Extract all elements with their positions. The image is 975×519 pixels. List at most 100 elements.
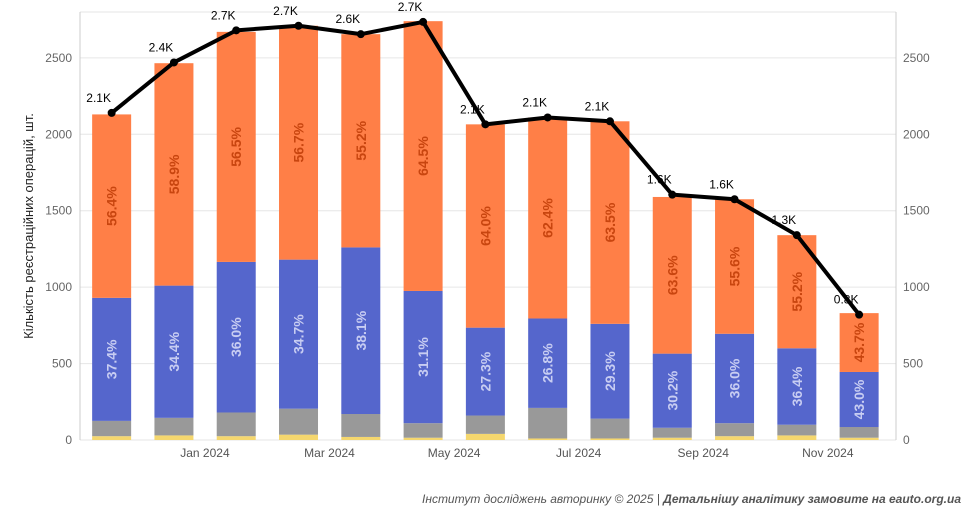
total-line-label: 2.7K	[211, 8, 236, 22]
y-tick-label-left: 0	[65, 433, 72, 447]
x-tick-label: Jul 2024	[556, 446, 602, 460]
bar-segment-gray	[341, 414, 381, 437]
bar-segment-gold	[154, 435, 194, 440]
bars	[92, 21, 879, 440]
bar-segment-gray	[279, 408, 319, 435]
total-line-label: 1.6K	[647, 173, 672, 187]
bar-segment-gold	[590, 438, 630, 440]
x-tick-label: Nov 2024	[802, 446, 854, 460]
y-tick-label-right: 1500	[903, 204, 930, 218]
bar-segment-orange	[341, 34, 381, 248]
blue-segment-label: 34.4%	[166, 331, 182, 371]
total-line-marker	[543, 113, 552, 122]
total-line-label: 2.7K	[273, 4, 298, 18]
orange-segment-label: 64.0%	[477, 206, 493, 246]
total-line-label: 2.4K	[149, 40, 174, 54]
bar-segment-gray	[652, 427, 692, 438]
y-tick-label-right: 2000	[903, 127, 930, 141]
orange-segment-label: 63.5%	[602, 202, 618, 242]
bar-segment-gray	[777, 424, 817, 436]
total-line-label: 2.1K	[585, 99, 610, 113]
bar-segment-gray	[715, 423, 755, 437]
blue-segment-label: 31.1%	[415, 337, 431, 377]
bar-segment-gray	[839, 427, 879, 438]
bar-segment-gold	[403, 437, 443, 440]
y-axis-right-ticks: 0 500 1000 1500 2000 2500	[903, 51, 930, 447]
y-tick-label-left: 2000	[45, 127, 72, 141]
total-line-marker	[605, 117, 614, 126]
bar-segment-orange	[279, 25, 319, 260]
total-line: 2.1K 2.4K 2.7K 2.7K 2.6K 2.7K 2.1K 2.1K 2.1K 1.6K…	[86, 0, 864, 319]
orange-segment-label: 64.5%	[415, 136, 431, 176]
y-tick-label-right: 1000	[903, 280, 930, 294]
total-line-label: 0.8K	[834, 293, 859, 307]
bar-segment-orange	[590, 121, 630, 324]
blue-segment-label: 34.7%	[291, 314, 307, 354]
bar-segment-gray	[403, 423, 443, 438]
total-line-label: 2.6K	[335, 12, 360, 26]
footer-credit: Інститут досліджень авторинку © 2025 |	[422, 492, 664, 506]
bar-segment-orange	[154, 63, 194, 286]
orange-segment-label: 55.2%	[353, 120, 369, 160]
blue-segment-label: 26.8%	[540, 343, 556, 383]
total-line-label: 1.3K	[771, 213, 796, 227]
bar-segment-gold	[652, 437, 692, 440]
bar-segment-gray	[154, 417, 194, 436]
bar-segment-gold	[715, 436, 755, 440]
total-line-label: 1.6K	[709, 177, 734, 191]
blue-segment-label: 36.0%	[727, 358, 743, 398]
x-axis-ticks: Jan 2024 Mar 2024 May 2024 Jul 2024 Sep 2024…	[180, 446, 854, 460]
total-line-marker	[294, 21, 303, 30]
total-line-marker	[107, 108, 116, 117]
bar-segment-gray	[465, 415, 505, 434]
bar-segment-blue	[590, 323, 630, 419]
bar-segment-orange	[652, 196, 692, 354]
y-tick-label-left: 1500	[45, 204, 72, 218]
total-line-marker	[232, 26, 241, 35]
bar-segment-gold	[216, 436, 256, 440]
total-line-marker	[356, 30, 365, 39]
y-axis-label: Кількість реєстраційних операцій, шт.	[21, 113, 36, 339]
blue-segment-label: 43.0%	[851, 379, 867, 419]
blue-segment-label: 27.3%	[477, 351, 493, 391]
bar-segment-orange	[839, 313, 879, 372]
total-line-marker	[169, 58, 178, 67]
orange-segment-label: 56.7%	[291, 122, 307, 162]
bar-segment-blue	[777, 348, 817, 425]
total-line-marker	[855, 310, 864, 319]
bar-segment-gold	[279, 434, 319, 440]
x-tick-label: May 2024	[428, 446, 481, 460]
segment-labels: 37.4% 56.4% 34.4% 58.9% 36.0% 56.5% 34.7% 56.7%…	[104, 120, 867, 419]
bar-segment-orange	[216, 31, 256, 262]
total-line-marker	[668, 190, 677, 199]
bar-segment-gray	[528, 407, 568, 439]
bar-segment-blue	[528, 318, 568, 408]
bar-segment-blue	[465, 327, 505, 416]
orange-segment-label: 43.7%	[851, 322, 867, 362]
bar-segment-gray	[590, 418, 630, 439]
bar-segment-blue	[154, 285, 194, 418]
bar-segment-gray	[216, 412, 256, 437]
total-line-marker	[481, 120, 490, 129]
bar-segment-gold	[341, 436, 381, 440]
bar-segment-orange	[403, 21, 443, 291]
total-line-marker	[419, 17, 428, 26]
y-tick-label-left: 500	[52, 357, 72, 371]
bar-segment-blue	[92, 297, 132, 421]
orange-segment-label: 58.9%	[166, 154, 182, 194]
footer-cta: Детальнішу аналітику замовите на eauto.o…	[663, 492, 961, 506]
total-line-label: 2.1K	[86, 91, 111, 105]
total-line-label: 2.7K	[398, 0, 423, 14]
bar-segment-gray	[92, 420, 132, 437]
orange-segment-label: 56.5%	[228, 126, 244, 166]
bar-segment-gold	[528, 438, 568, 440]
bar-segment-orange	[92, 114, 132, 298]
total-line-marker	[730, 195, 739, 204]
blue-segment-label: 37.4%	[104, 339, 120, 379]
bar-segment-orange	[715, 199, 755, 334]
blue-segment-label: 29.3%	[602, 351, 618, 391]
bar-segment-blue	[216, 261, 256, 413]
orange-segment-label: 56.4%	[104, 186, 120, 226]
bar-segment-blue	[652, 353, 692, 428]
